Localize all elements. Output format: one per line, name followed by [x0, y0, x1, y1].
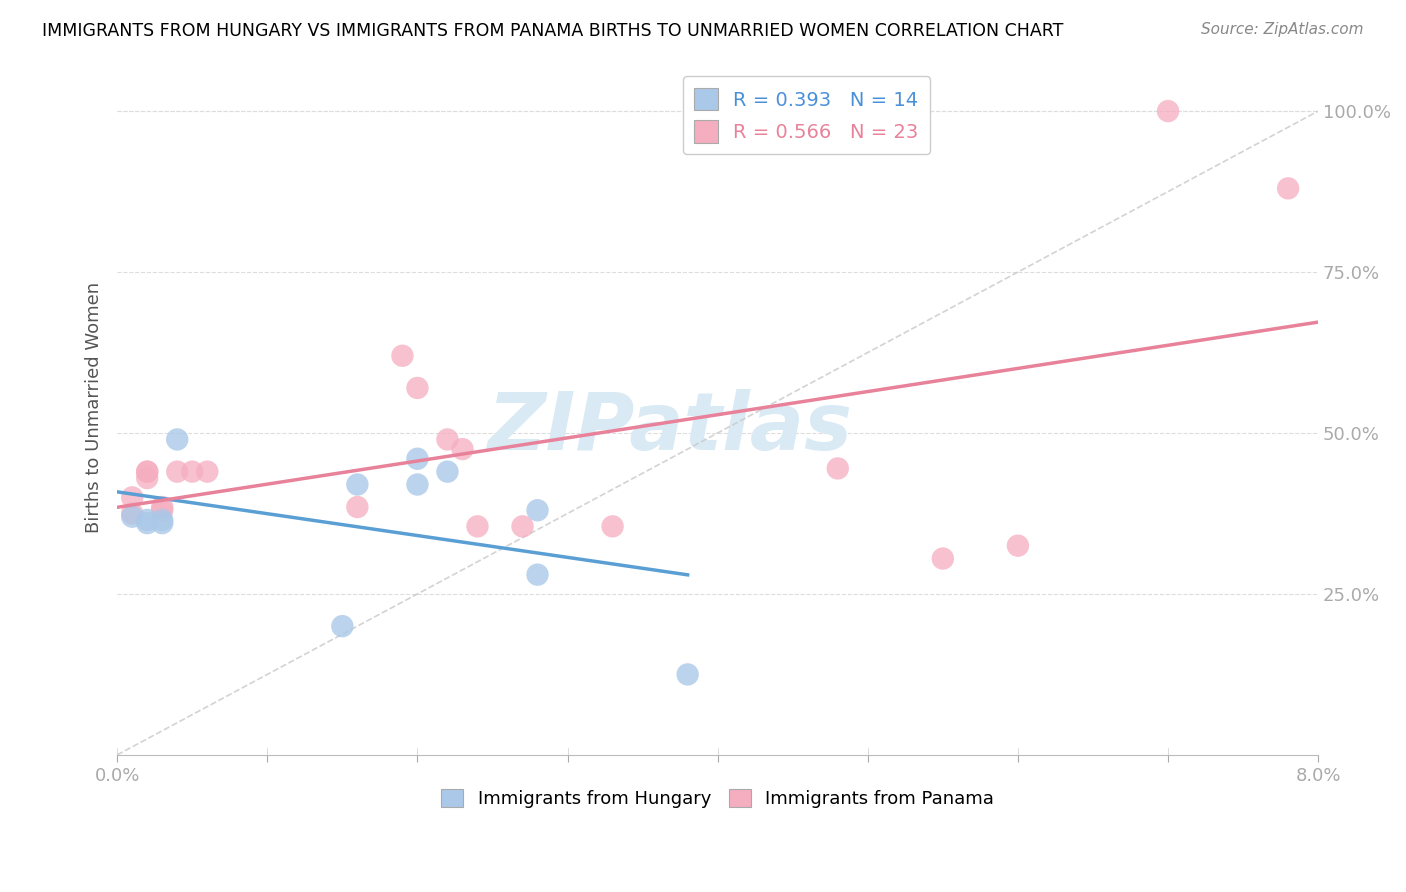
- Text: IMMIGRANTS FROM HUNGARY VS IMMIGRANTS FROM PANAMA BIRTHS TO UNMARRIED WOMEN CORR: IMMIGRANTS FROM HUNGARY VS IMMIGRANTS FR…: [42, 22, 1063, 40]
- Point: [150, 503, 173, 517]
- Point: [436, 465, 458, 479]
- Point: [1157, 104, 1180, 119]
- Point: [136, 516, 159, 530]
- Point: [150, 500, 173, 514]
- Point: [676, 667, 699, 681]
- Point: [136, 513, 159, 527]
- Point: [526, 567, 548, 582]
- Point: [1277, 181, 1299, 195]
- Point: [602, 519, 624, 533]
- Point: [436, 433, 458, 447]
- Point: [391, 349, 413, 363]
- Text: Source: ZipAtlas.com: Source: ZipAtlas.com: [1201, 22, 1364, 37]
- Point: [512, 519, 534, 533]
- Point: [121, 507, 143, 521]
- Point: [526, 503, 548, 517]
- Legend: Immigrants from Hungary, Immigrants from Panama: Immigrants from Hungary, Immigrants from…: [434, 781, 1001, 815]
- Point: [136, 471, 159, 485]
- Point: [346, 477, 368, 491]
- Point: [121, 491, 143, 505]
- Point: [346, 500, 368, 514]
- Point: [406, 477, 429, 491]
- Point: [166, 465, 188, 479]
- Point: [451, 442, 474, 456]
- Point: [150, 516, 173, 530]
- Point: [932, 551, 955, 566]
- Point: [136, 465, 159, 479]
- Text: ZIPatlas: ZIPatlas: [486, 389, 852, 467]
- Point: [181, 465, 204, 479]
- Point: [406, 381, 429, 395]
- Point: [121, 509, 143, 524]
- Point: [195, 465, 218, 479]
- Point: [136, 465, 159, 479]
- Point: [467, 519, 489, 533]
- Point: [827, 461, 849, 475]
- Point: [332, 619, 354, 633]
- Y-axis label: Births to Unmarried Women: Births to Unmarried Women: [86, 282, 103, 533]
- Point: [1007, 539, 1029, 553]
- Point: [150, 513, 173, 527]
- Point: [406, 451, 429, 466]
- Point: [166, 433, 188, 447]
